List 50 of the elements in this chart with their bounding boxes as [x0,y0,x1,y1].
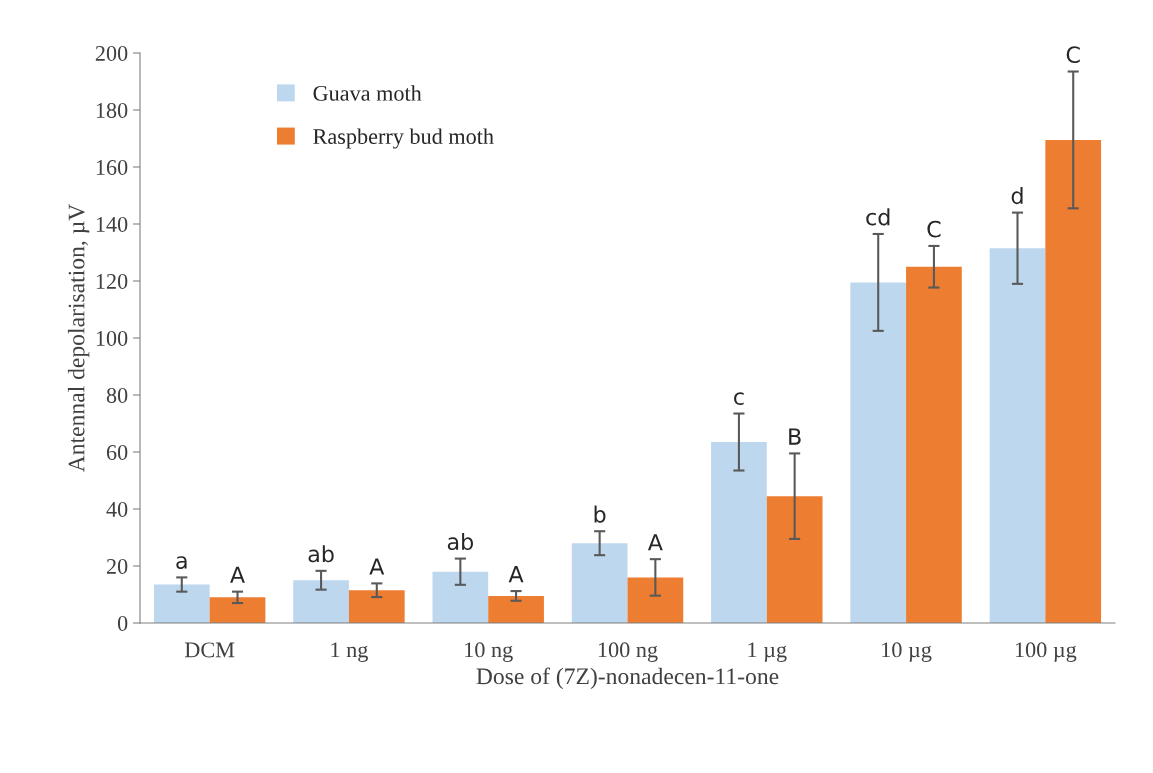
annotation: d [1011,186,1023,205]
bar [348,590,405,623]
x-tick-label: 100 µg [1015,642,1077,662]
bar [432,571,489,623]
x-tick-label: 10 µg [882,642,932,662]
y-tick-label: 20 [106,558,128,574]
annotation: A [369,558,385,575]
y-tick-label: 100 [96,330,128,346]
bar [1045,139,1102,623]
bar [766,496,823,623]
annotation: b [594,505,606,523]
bar [153,584,210,623]
y-tick-label: 40 [106,501,128,517]
x-tick-label: 10 ng [465,642,513,662]
bar [209,597,266,623]
y-tick-label: 160 [96,159,128,175]
y-tick-label: 120 [96,273,128,289]
y-tick-label: 60 [106,444,128,460]
annotation: C [927,220,941,238]
annotation: A [508,566,524,583]
annotation: ab [447,532,473,551]
y-tick-label: 180 [96,102,128,118]
bar [293,580,349,623]
annotation: A [230,566,245,583]
bar [989,248,1046,623]
annotation: ab [308,545,334,563]
x-tick-label: 100 ng [598,642,658,662]
bar [711,442,767,623]
y-tick-label: 0 [117,615,128,631]
y-tick-label: 140 [96,216,128,232]
bar [571,543,628,623]
legend-label: Raspberry bud moth [313,128,494,149]
x-tick-label: 1 µg [748,642,787,662]
annotation: C [1066,46,1080,64]
y-axis-title: Antennal depolarisation, µV [67,203,90,473]
annotation: cd [866,208,890,226]
bar [627,577,684,623]
x-tick-label: DCM [184,642,235,658]
x-tick-label: 1 ng [331,642,368,662]
annotation: A [647,534,663,551]
annotation: B [789,428,801,445]
legend-label: Guava moth [313,85,422,101]
x-axis-title: Dose of (7Z)-nonadecen-11-one [476,667,779,690]
annotation: a [176,556,187,569]
bar [850,282,907,623]
annotation: c [734,392,744,406]
bar [906,266,962,623]
bar [488,595,544,623]
y-tick-label: 200 [95,45,128,61]
y-tick-label: 80 [106,387,128,403]
